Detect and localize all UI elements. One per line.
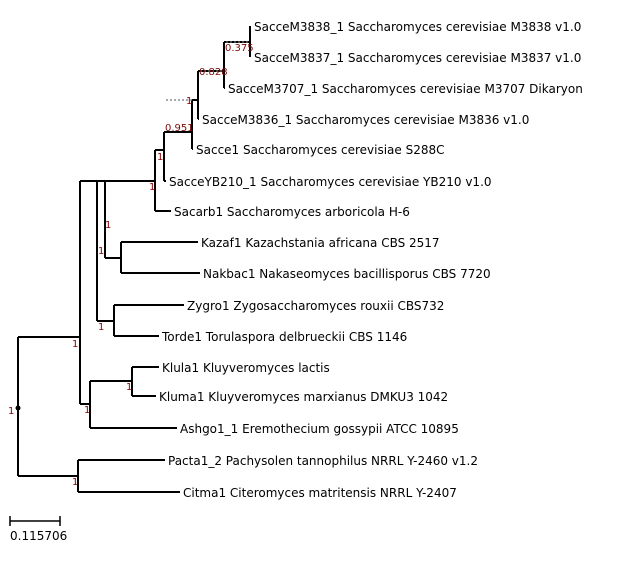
leaf-label-klula: Klula1 Kluyveromyces lactis [162,361,330,375]
leaf-label-m3837: SacceM3837_1 Saccharomyces cerevisiae M3… [254,51,581,65]
support-klula-kluma: 1 [126,382,132,393]
tree-branches [17,26,251,493]
support-m3707-clade: 0.828 [199,67,228,78]
leaf-label-pacta: Pacta1_2 Pachysolen tannophilus NRRL Y-2… [168,454,478,468]
support-yb210-clade: 1 [157,152,163,163]
leaf-label-kazaf: Kazaf1 Kazachstania africana CBS 2517 [201,236,440,250]
support-zygro-torde: 1 [98,322,104,333]
support-pacta-citma: 1 [72,477,78,488]
leaf-label-citma: Citma1 Citeromyces matritensis NRRL Y-24… [183,486,457,500]
leaf-label-torde: Torde1 Torulaspora delbrueckii CBS 1146 [161,330,407,344]
leaf-label-m3836: SacceM3836_1 Saccharomyces cerevisiae M3… [202,113,529,127]
support-m3838-m3837: 0.375 [225,43,254,54]
leaf-label-m3838: SacceM3838_1 Saccharomyces cerevisiae M3… [254,20,581,34]
leaf-label-kluma: Kluma1 Kluyveromyces marxianus DMKU3 104… [159,390,448,404]
leaf-label-ashgo: Ashgo1_1 Eremothecium gossypii ATCC 1089… [180,422,459,436]
leaf-label-yb210: SacceYB210_1 Saccharomyces cerevisiae YB… [169,175,492,189]
root-node-dot [15,405,21,411]
leaf-labels: SacceM3838_1 Saccharomyces cerevisiae M3… [159,20,583,500]
leaf-label-s288c: Sacce1 Saccharomyces cerevisiae S288C [196,143,444,157]
support-kluyveromyces: 1 [84,405,90,416]
support-values: 1 0.375 0.828 0.951 1 1 1 1 1 1 1 1 1 1 [8,43,254,488]
leaf-label-m3707: SacceM3707_1 Saccharomyces cerevisiae M3… [228,82,583,96]
support-kazaf-nakbac: 1 [105,220,111,231]
support-ashgo-clade: 1 [98,246,104,257]
support-m3836-clade: 0.951 [165,123,194,134]
leaf-label-zygro: Zygro1 Zygosaccharomyces rouxii CBS732 [187,299,444,313]
scale-bar: 0.115706 [9,516,67,543]
dotted-markers [166,41,250,101]
support-ingroup: 1 [72,339,78,350]
support-s288c-clade: 1 [186,96,192,107]
scale-bar-label: 0.115706 [10,529,67,543]
support-sacch-genus: 1 [149,182,155,193]
leaf-label-sacarb: Sacarb1 Saccharomyces arboricola H-6 [174,205,410,219]
support-root: 1 [8,406,14,417]
leaf-label-nakbac: Nakbac1 Nakaseomyces bacillisporus CBS 7… [203,267,491,281]
